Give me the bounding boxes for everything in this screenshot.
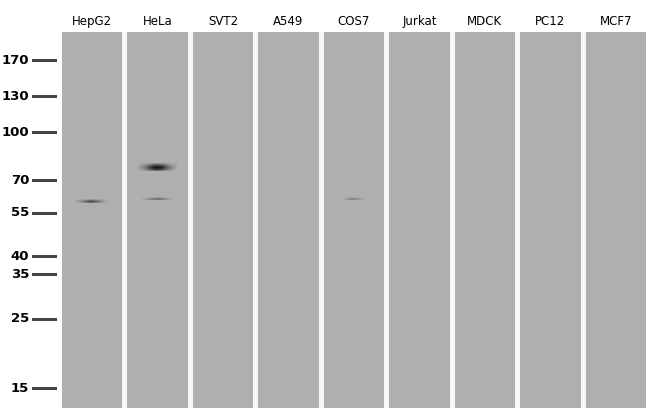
Text: PC12: PC12 bbox=[535, 15, 566, 28]
Text: COS7: COS7 bbox=[338, 15, 370, 28]
Text: A549: A549 bbox=[274, 15, 304, 28]
Text: Jurkat: Jurkat bbox=[402, 15, 437, 28]
Text: SVT2: SVT2 bbox=[208, 15, 238, 28]
Text: 130: 130 bbox=[1, 89, 29, 102]
Text: 40: 40 bbox=[10, 250, 29, 263]
Text: 15: 15 bbox=[11, 382, 29, 395]
Text: HeLa: HeLa bbox=[143, 15, 172, 28]
Text: MDCK: MDCK bbox=[467, 15, 502, 28]
Text: HepG2: HepG2 bbox=[72, 15, 112, 28]
Text: MCF7: MCF7 bbox=[599, 15, 632, 28]
Text: 35: 35 bbox=[10, 268, 29, 280]
Text: 55: 55 bbox=[11, 206, 29, 219]
Text: 70: 70 bbox=[10, 173, 29, 186]
Text: 170: 170 bbox=[1, 54, 29, 66]
Text: 25: 25 bbox=[11, 313, 29, 326]
Text: 100: 100 bbox=[1, 125, 29, 138]
